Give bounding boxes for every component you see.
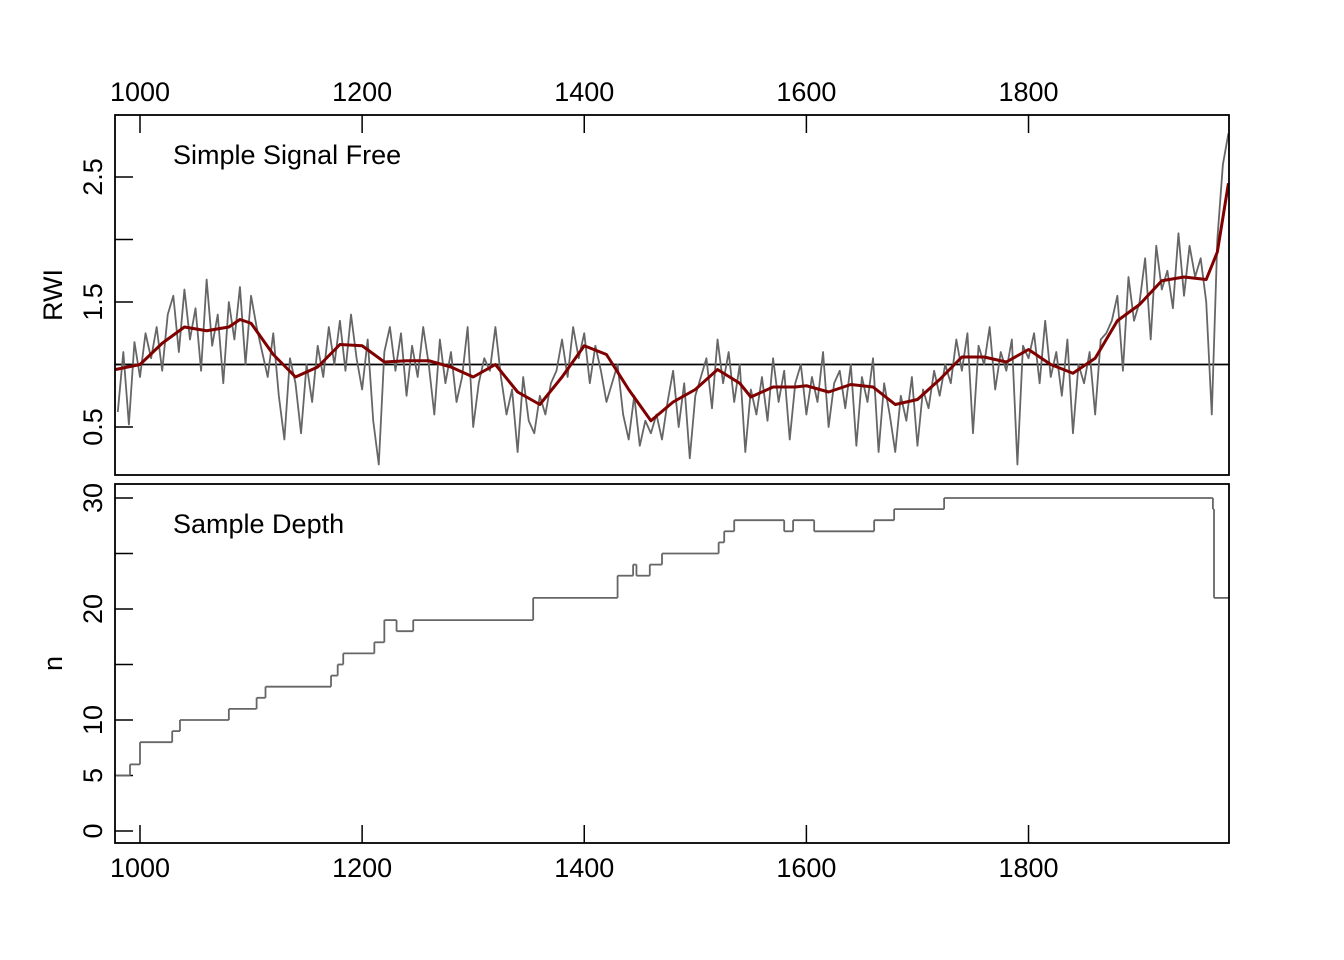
x-tick-label: 1200 (332, 853, 392, 883)
y-tick-label: 30 (78, 483, 108, 513)
y-axis-label: RWI (38, 269, 68, 321)
x-tick-label: 1800 (998, 853, 1058, 883)
y-tick-label: 2.5 (78, 158, 108, 196)
y-axis-label: n (38, 656, 68, 671)
x-tick-label: 1200 (332, 77, 392, 107)
y-tick-label: 20 (78, 594, 108, 624)
annotation: Sample Depth (173, 509, 344, 539)
x-tick-label: 1800 (998, 77, 1058, 107)
y-tick-label: 10 (78, 705, 108, 735)
x-tick-label: 1000 (110, 77, 170, 107)
x-tick-label: 1400 (554, 77, 614, 107)
y-tick-label: 5 (78, 768, 108, 783)
x-tick-label: 1600 (776, 77, 836, 107)
y-tick-label: 0.5 (78, 408, 108, 446)
plot-frame (114, 114, 1230, 476)
x-tick-label: 1600 (776, 853, 836, 883)
x-tick-label: 1000 (110, 853, 170, 883)
x-tick-label: 1400 (554, 853, 614, 883)
y-tick-label: 0 (78, 823, 108, 838)
annotation: Simple Signal Free (173, 140, 401, 170)
series-line (116, 133, 1229, 466)
plot-frame (114, 483, 1230, 844)
series-line (115, 183, 1229, 423)
y-tick-label: 1.5 (78, 283, 108, 321)
